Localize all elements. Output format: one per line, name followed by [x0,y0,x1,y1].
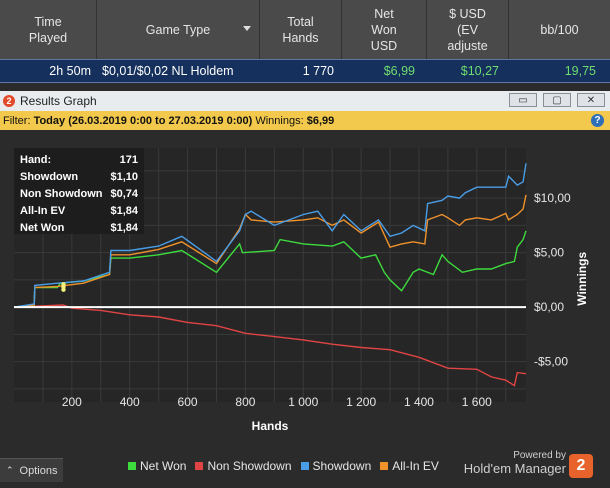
hover-point-marker [61,287,66,292]
legend-swatch [128,462,136,470]
cell-time-played: 2h 50m [49,64,91,78]
options-label: Options [19,464,58,477]
options-button[interactable]: ⌃ Options [0,458,63,482]
close-icon: ✕ [586,94,596,106]
legend-item-showdown[interactable]: Showdown [300,459,371,473]
column-header-bb100[interactable]: bb/100 [540,22,579,37]
tooltip-row-value: $1,84 [110,205,138,217]
y-tick-label: -$5,00 [534,355,568,369]
close-button[interactable]: ✕ [577,93,605,107]
cell-total-hands: 1 770 [302,64,334,78]
results-chart[interactable]: $10,00 $5,00 $0,00 -$5,00 200 400 600 800 1 000… [0,130,610,450]
x-tick-label: 1 200 [346,395,376,409]
legend-swatch [195,462,204,470]
legend-item-non-showdown[interactable]: Non Showdown [195,459,292,473]
holdem-manager-logo-icon: 2 [569,454,593,478]
column-header-total-hands[interactable]: Total Hands [260,0,342,59]
y-axis-ticks: $10,00 $5,00 $0,00 -$5,00 [534,191,571,369]
minimize-icon: ▭ [518,94,528,106]
column-header-time-played[interactable]: Time Played [0,0,97,59]
legend-swatch [300,462,309,470]
x-tick-label: 1 600 [462,395,492,409]
y-axis-label: Winnings [575,252,589,306]
tooltip-background [14,148,144,234]
y-tick-label: $5,00 [534,246,564,260]
column-header-ev-adjusted[interactable]: $ USD (EV adjuste [427,0,509,59]
tooltip-row-value: $1,10 [110,171,138,183]
filter-bar: Filter: Today (26.03.2019 0:00 to 27.03.… [0,111,610,130]
cell-net-won: $6,99 [383,64,415,78]
x-tick-label: 400 [120,395,140,409]
results-graph-titlebar[interactable]: 2 Results Graph ▭ ▢ ✕ [0,91,610,111]
powered-by-text: Powered by [513,450,566,461]
legend-swatch [380,462,389,470]
chevron-up-icon: ⌃ [6,465,14,475]
brand-block: Powered by Hold'em Manager [464,450,566,476]
legend-item-net-won[interactable]: Net Won [128,459,186,473]
x-tick-label: 1 400 [404,395,434,409]
hover-tooltip: Hand: 171 Showdown $1,10 Non Showdown $0,74 Al… [14,148,144,292]
tooltip-row-label: Net Won [20,222,65,234]
x-axis-ticks: 200 400 600 800 1 000 1 200 1 400 1 600 [62,395,492,409]
brand-name: Hold'em Manager [463,461,566,476]
x-tick-label: 200 [62,395,82,409]
column-header-game-type[interactable]: Game Type [97,0,260,59]
tooltip-row-value: $0,74 [110,188,138,200]
y-tick-label: $0,00 [534,300,564,314]
column-header-net-won[interactable]: Net Won USD [342,0,427,59]
cell-ev-adjusted: $10,27 [460,64,499,78]
chart-legend: Net Won Non Showdown Showdown All-In EV [128,459,448,473]
series-line-showdown [13,163,527,308]
filter-prefix: Filter: [3,114,31,127]
x-tick-label: 1 000 [288,395,318,409]
tooltip-row-label: Showdown [20,171,78,183]
tooltip-row-value: $1,84 [110,222,138,234]
hm-logo-icon: 2 [3,95,15,107]
restore-icon: ▢ [552,94,562,106]
cell-game-type: $0,01/$0,02 NL Holdem [102,64,234,78]
cell-bb100: 19,75 [564,64,596,78]
tooltip-row-label: Non Showdown [20,188,103,200]
minimize-button[interactable]: ▭ [509,93,537,107]
help-icon[interactable]: ? [591,114,604,127]
section-separator [0,83,610,91]
x-tick-label: 800 [235,395,255,409]
stats-table-header: Time Played Game Type Total Hands Net Wo… [0,0,610,59]
x-axis-label: Hands [252,419,289,433]
series-line-non-showdown [13,304,527,387]
stats-table-row[interactable]: 2h 50m $0,01/$0,02 NL Holdem 1 770 $6,99… [0,59,610,83]
restore-button[interactable]: ▢ [543,93,571,107]
filter-winnings-value: $6,99 [306,114,335,127]
filter-range: Today (26.03.2019 0:00 to 27.03.2019 0:0… [33,114,253,127]
filter-winnings-label: Winnings: [255,114,304,127]
legend-item-allin-ev[interactable]: All-In EV [380,459,439,473]
chart-lines [13,163,527,387]
tooltip-row-label: All-In EV [20,205,66,217]
y-tick-label: $10,00 [534,191,571,205]
results-graph-area[interactable]: $10,00 $5,00 $0,00 -$5,00 200 400 600 800 1 000… [0,130,610,450]
tooltip-row-label: Hand: [20,154,51,166]
tooltip-row-value: 171 [120,154,138,166]
x-tick-label: 600 [178,395,198,409]
window-title: Results Graph [20,94,97,108]
chevron-down-icon[interactable] [243,26,251,31]
